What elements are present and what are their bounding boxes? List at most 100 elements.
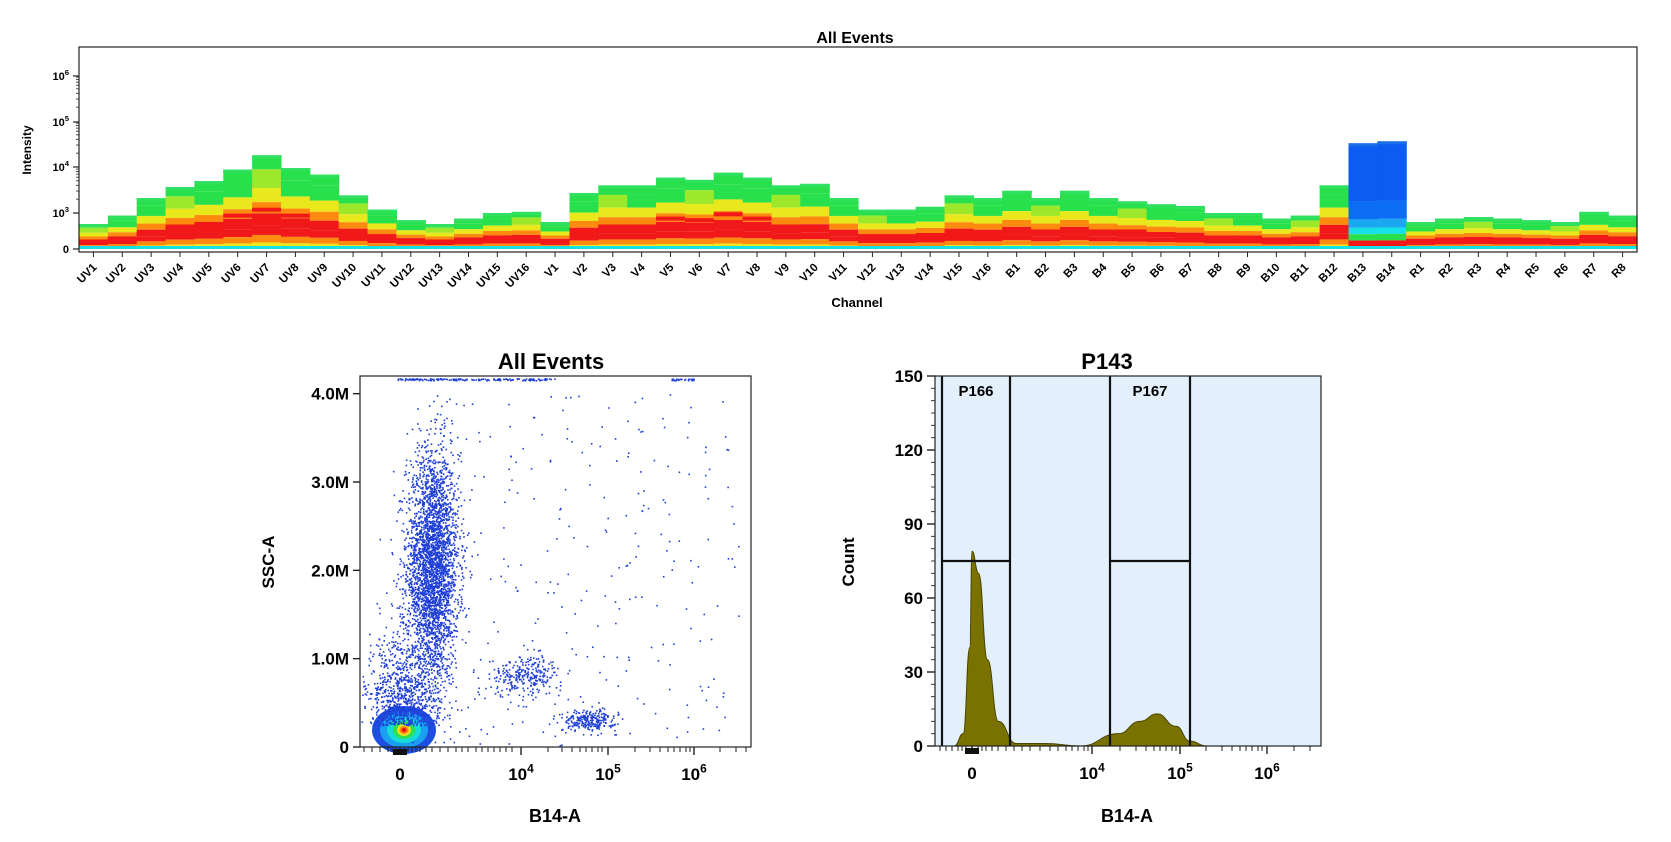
scatter-point (413, 521, 415, 523)
spectrum-band (165, 233, 196, 240)
scatter-point (431, 544, 433, 547)
scatter-point (440, 590, 442, 592)
scatter-point (410, 552, 412, 554)
scatter-point (438, 479, 440, 482)
scatter-point (388, 700, 390, 703)
spectrum-band (194, 223, 224, 233)
scatter-point (415, 529, 417, 531)
scatter-point (442, 569, 444, 571)
scatter-point (367, 684, 370, 686)
scatter-point (452, 565, 455, 567)
scatter-point (414, 603, 417, 606)
scatter-point (386, 672, 389, 674)
spectrum-band (973, 205, 1003, 216)
scatter-point (438, 555, 440, 558)
scatter-point (401, 606, 404, 609)
spectrum-band (771, 239, 801, 245)
spectrum-band (915, 242, 946, 247)
scatter-point (452, 531, 454, 534)
spectrum-x-tick-label: B1 (1004, 261, 1023, 280)
scatter-point (426, 663, 429, 665)
scatter-point (423, 651, 425, 653)
scatter-point (412, 698, 414, 700)
scatter-point (442, 624, 444, 627)
scatter-point (399, 642, 402, 645)
scatter-point (438, 563, 440, 565)
scatter-point (445, 485, 448, 487)
scatter-point (533, 663, 535, 666)
scatter-point (429, 626, 431, 629)
spectrum-band (1463, 233, 1494, 237)
scatter-point (431, 596, 433, 599)
scatter-point (451, 549, 454, 552)
scatter-point (436, 671, 439, 673)
scatter-point (525, 664, 527, 667)
scatter-point (437, 478, 439, 481)
spectrum-band (338, 203, 369, 215)
scatter-point (461, 598, 463, 601)
scatter-point (414, 711, 417, 713)
scatter-point (369, 693, 372, 695)
scatter-point (401, 664, 404, 667)
scatter-point (419, 561, 422, 563)
scatter-point (439, 581, 442, 583)
spectrum-band (1290, 240, 1321, 244)
scatter-point (426, 608, 429, 611)
scatter-point (437, 551, 439, 554)
scatter-point (416, 644, 418, 647)
scatter-point (424, 648, 427, 650)
scatter-point (531, 677, 534, 680)
scatter-point (430, 614, 433, 616)
spectrum-band (79, 232, 109, 237)
scatter-point (414, 678, 417, 680)
scatter-point (441, 440, 444, 443)
scatter-point (452, 571, 455, 574)
spectrum-median (1059, 227, 1090, 231)
scatter-point (422, 547, 424, 550)
scatter-point (436, 539, 438, 541)
scatter-point (421, 708, 423, 711)
scatter-point (434, 609, 437, 611)
scatter-point (418, 461, 421, 464)
scatter-point (435, 501, 437, 503)
scatter-point (377, 709, 380, 711)
scatter-point (424, 643, 427, 646)
scatter-point (447, 584, 450, 587)
scatter-point (455, 618, 457, 620)
spectrum-base (742, 246, 773, 249)
scatter-point (424, 580, 427, 582)
scatter-point (423, 505, 425, 508)
scatter-point (417, 618, 419, 621)
scatter-point (440, 520, 442, 522)
scatter-point (438, 547, 440, 549)
scatter-point (427, 651, 430, 654)
scatter-point (412, 605, 414, 607)
scatter-point (457, 599, 459, 601)
spectrum-band (569, 240, 599, 246)
scatter-point (410, 703, 413, 706)
scatter-point (397, 630, 399, 633)
scatter-point (429, 503, 431, 506)
scatter-point (436, 625, 438, 628)
scatter-point (435, 583, 437, 586)
scatter-point (422, 589, 425, 591)
scatter-point (402, 706, 404, 709)
scatter-point (411, 586, 414, 589)
scatter-point (434, 675, 436, 678)
scatter-point (380, 715, 383, 717)
scatter-point (439, 561, 441, 564)
scatter-point (423, 503, 425, 506)
scatter-point (425, 617, 427, 620)
scatter-point (420, 623, 422, 626)
scatter-point (440, 701, 443, 704)
spectrum-band (886, 215, 917, 224)
spectrum-base (223, 246, 253, 249)
scatter-point (430, 605, 432, 608)
scatter-point (436, 573, 438, 575)
scatter-point (419, 537, 422, 540)
scatter-point (402, 667, 405, 669)
scatter-point (471, 555, 473, 558)
scatter-point (433, 558, 436, 560)
scatter-point (441, 570, 443, 573)
scatter-point (452, 677, 454, 680)
